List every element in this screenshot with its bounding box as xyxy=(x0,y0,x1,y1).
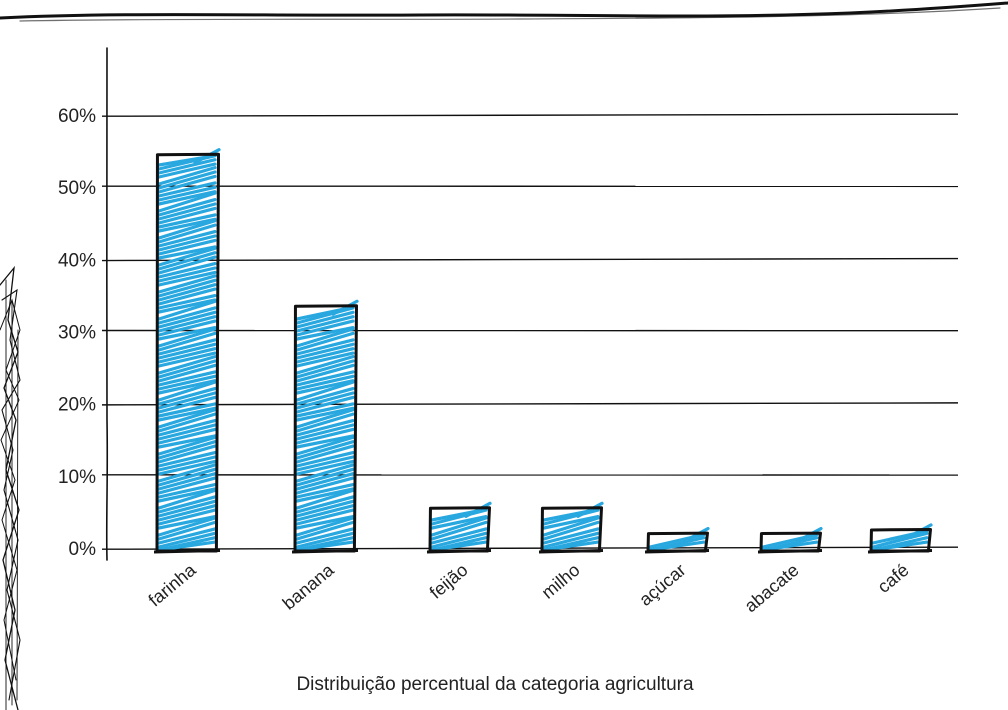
bar xyxy=(538,501,604,554)
gridline xyxy=(101,546,959,550)
bar xyxy=(291,299,359,554)
y-tick-label: 60% xyxy=(58,106,96,127)
frame-top-line-faint xyxy=(19,7,1001,22)
y-tick-label: 30% xyxy=(58,323,96,344)
x-tick-label: banana xyxy=(279,559,339,614)
x-tick-label: farinha xyxy=(145,559,201,610)
y-tick-label: 20% xyxy=(58,395,96,416)
y-tick-label: 10% xyxy=(58,467,96,488)
bar-base-stroke xyxy=(644,549,710,554)
x-tick-label: milho xyxy=(538,560,584,603)
grid-lines xyxy=(101,113,959,550)
bar-base-stroke xyxy=(538,549,604,554)
x-axis-label: Distribuição percentual da categoria agr… xyxy=(296,674,694,695)
gridline xyxy=(101,185,959,189)
bars xyxy=(153,148,933,554)
gridline xyxy=(101,474,959,477)
bar-fill xyxy=(542,501,604,552)
bar xyxy=(644,526,710,554)
x-tick-label: café xyxy=(874,560,913,597)
y-axis-line xyxy=(105,47,109,561)
bar xyxy=(757,526,823,554)
bar-fill xyxy=(648,526,710,552)
frame-top-line xyxy=(0,1,1008,20)
y-tick-label: 0% xyxy=(69,539,97,560)
gridline xyxy=(101,113,959,117)
bar-base-stroke xyxy=(291,549,359,554)
bar-base-stroke xyxy=(757,549,823,554)
bar-fill xyxy=(871,523,933,552)
bar xyxy=(867,523,933,554)
bar-fill xyxy=(157,148,221,552)
bar-base-stroke xyxy=(867,549,933,554)
x-tick-labels: farinha banana feijão milho açúcar abacate caf… xyxy=(145,559,913,616)
y-tick-label: 50% xyxy=(58,178,96,199)
gridline xyxy=(101,402,959,406)
bar-fill xyxy=(295,299,359,552)
bar xyxy=(426,501,492,554)
bar-base-stroke xyxy=(426,549,492,554)
bar-fill xyxy=(430,501,492,552)
gridline xyxy=(101,329,959,333)
x-tick-label: feijão xyxy=(426,560,472,603)
x-tick-label: açúcar xyxy=(635,560,689,610)
gridline xyxy=(101,257,959,262)
bar xyxy=(153,148,221,554)
x-tick-label: abacate xyxy=(741,560,803,616)
y-tick-labels: 0% 10% 20% 30% 40% 50% 60% xyxy=(58,106,96,560)
bar-fill xyxy=(761,526,823,552)
wire-sketch-decoration xyxy=(0,265,21,710)
bar-base-stroke xyxy=(153,549,221,554)
y-tick-label: 40% xyxy=(58,250,96,271)
